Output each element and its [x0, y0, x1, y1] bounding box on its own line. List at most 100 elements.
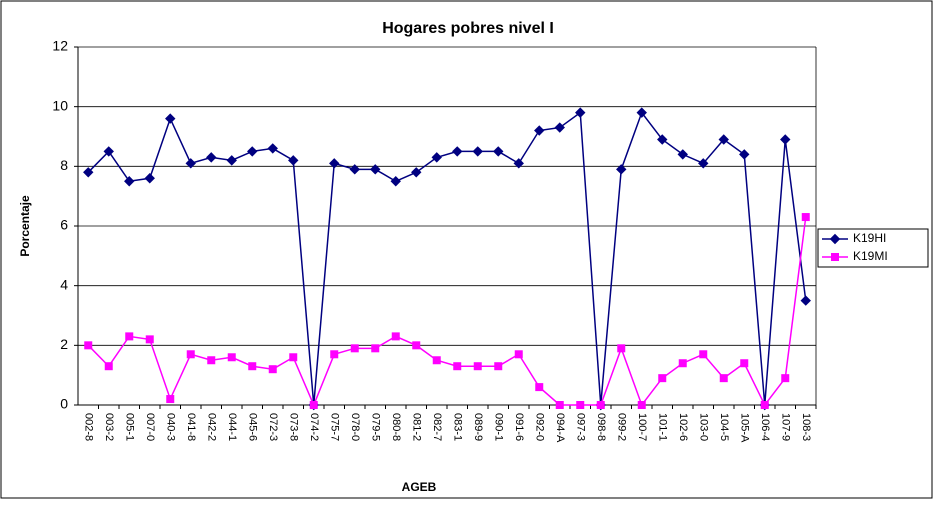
data-point [493, 146, 504, 157]
x-tick-label: 097-3 [574, 413, 586, 441]
data-point [596, 401, 605, 409]
x-tick-label: 042-2 [205, 413, 217, 441]
x-tick-label: 098-8 [595, 413, 607, 441]
data-point [165, 113, 176, 124]
data-point [288, 155, 299, 166]
data-point [800, 295, 811, 306]
x-tick-label: 102-6 [677, 413, 689, 441]
x-tick-label: 094-A [554, 413, 566, 443]
data-point [719, 374, 728, 383]
x-tick-label: 078-0 [349, 413, 361, 441]
data-point [248, 362, 257, 371]
x-tick-label: 075-7 [328, 413, 340, 441]
data-point [227, 353, 236, 362]
data-point [678, 359, 687, 368]
x-tick-label: 072-3 [267, 413, 279, 441]
x-tick-label: 100-7 [636, 413, 648, 441]
x-tick-label: 107-9 [779, 413, 791, 441]
data-point [186, 350, 195, 359]
data-point [718, 134, 729, 145]
data-point [616, 164, 627, 175]
y-tick-label: 10 [52, 97, 68, 113]
data-point [452, 146, 463, 157]
x-tick-label: 108-3 [800, 413, 812, 441]
data-point [780, 134, 791, 145]
data-point [535, 383, 544, 392]
data-point [145, 335, 154, 344]
data-point [247, 146, 258, 157]
data-point [617, 344, 626, 353]
data-point [185, 158, 196, 169]
x-axis-label: AGEB [402, 480, 437, 494]
legend-marker [829, 233, 841, 245]
y-tick-label: 4 [60, 276, 68, 292]
data-point [329, 158, 340, 169]
y-tick-label: 12 [52, 38, 68, 54]
legend-marker [831, 253, 839, 261]
data-point [494, 362, 503, 371]
data-point [636, 107, 647, 118]
x-tick-label: 081-2 [410, 413, 422, 441]
x-tick-label: 002-8 [82, 413, 94, 441]
x-tick-label: 099-2 [615, 413, 627, 441]
data-point [349, 164, 360, 175]
data-point [124, 176, 135, 187]
x-tick-label: 003-2 [103, 413, 115, 441]
x-tick-label: 105-A [738, 413, 750, 443]
data-point [330, 350, 339, 359]
x-tick-label: 103-0 [697, 413, 709, 441]
x-tick-label: 080-8 [390, 413, 402, 441]
x-tick-label: 104-5 [718, 413, 730, 441]
data-point [554, 122, 565, 133]
x-tick-label: 079-5 [369, 413, 381, 441]
chart-title: Hogares pobres nivel I [382, 20, 554, 37]
data-point [309, 401, 318, 409]
x-tick-label: 041-8 [185, 413, 197, 441]
data-point [226, 155, 237, 166]
data-point [555, 401, 564, 409]
data-point [534, 125, 545, 136]
x-tick-label: 082-7 [431, 413, 443, 441]
x-tick-label: 091-6 [513, 413, 525, 441]
data-point [514, 350, 523, 359]
data-point [206, 152, 217, 163]
data-point [371, 344, 380, 353]
data-point [144, 173, 155, 184]
data-point [575, 107, 586, 118]
data-point [453, 362, 462, 371]
data-point [472, 146, 483, 157]
y-tick-label: 2 [60, 336, 68, 352]
legend-label: K19HI [853, 231, 886, 245]
data-point [658, 374, 667, 383]
data-point [781, 374, 790, 383]
data-point [390, 176, 401, 187]
data-point [801, 213, 810, 222]
data-point [125, 332, 134, 341]
data-point [350, 344, 359, 353]
data-point [576, 401, 585, 409]
data-point [698, 158, 709, 169]
legend-label: K19MI [853, 249, 888, 263]
x-tick-label: 083-1 [451, 413, 463, 441]
y-tick-label: 6 [60, 217, 68, 233]
data-point [104, 362, 113, 371]
data-point [207, 356, 216, 365]
x-tick-label: 089-9 [472, 413, 484, 441]
y-tick-label: 8 [60, 157, 68, 173]
data-point [513, 158, 524, 169]
data-point [677, 149, 688, 160]
data-point [391, 332, 400, 341]
data-point [267, 143, 278, 154]
data-point [412, 341, 421, 350]
x-tick-label: 045-6 [246, 413, 258, 441]
data-point [166, 395, 175, 404]
x-tick-label: 106-4 [759, 413, 771, 441]
data-point [699, 350, 708, 359]
x-tick-label: 040-3 [164, 413, 176, 441]
x-tick-label: 073-8 [287, 413, 299, 441]
data-point [289, 353, 298, 362]
data-point [370, 164, 381, 175]
data-point [83, 167, 94, 178]
